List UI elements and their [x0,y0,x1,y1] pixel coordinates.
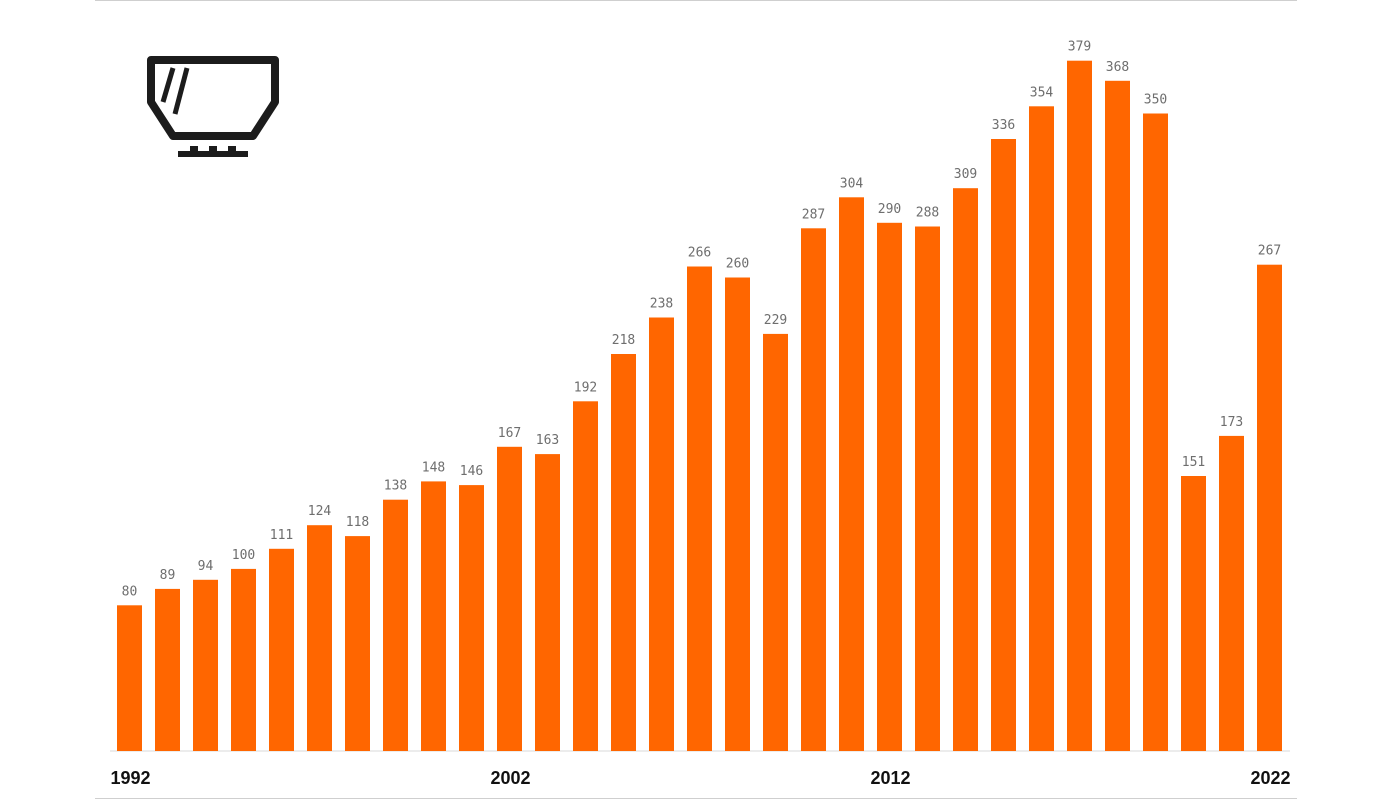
value-label-1997: 124 [308,504,332,519]
value-label-1993: 89 [160,568,176,583]
value-label-2009: 229 [764,313,787,328]
value-label-2013: 288 [916,206,939,221]
value-label-2008: 260 [726,257,749,272]
bar-2006 [649,317,674,751]
bar-2017 [1067,60,1092,751]
value-label-1999: 138 [384,479,407,494]
value-label-2012: 290 [878,202,901,217]
bar-2021 [1219,435,1244,751]
value-label-2006: 238 [650,297,673,312]
value-label-2007: 266 [688,246,711,261]
bar-1996 [269,548,294,751]
bar-1999 [383,499,408,751]
bar-1995 [231,568,256,751]
bar-2004 [573,401,598,751]
value-label-1994: 94 [198,559,214,574]
bottom-divider [95,798,1297,799]
bar-1997 [307,525,332,751]
value-label-1995: 100 [232,548,255,563]
bar-1993 [155,588,180,751]
value-label-1996: 111 [270,528,293,543]
top-divider [95,0,1297,1]
bar-2019 [1143,113,1168,751]
x-tick-label-1992: 1992 [110,768,150,788]
bar-2001 [459,485,484,751]
value-label-2017: 379 [1068,40,1091,55]
value-label-2016: 354 [1030,85,1054,100]
value-label-2003: 163 [536,433,559,448]
bar-2022 [1257,264,1282,751]
x-tick-label-2012: 2012 [870,768,910,788]
value-label-2014: 309 [954,167,977,182]
value-label-2002: 167 [498,426,521,441]
bar-2010 [801,228,826,752]
value-label-2000: 148 [422,460,445,475]
bar-2011 [839,197,864,752]
value-label-2019: 350 [1144,93,1167,108]
value-label-2020: 151 [1182,455,1205,470]
bar-1998 [345,536,370,751]
bar-1994 [193,579,218,751]
value-label-2010: 287 [802,207,825,222]
bar-2012 [877,222,902,752]
x-tick-label-2002: 2002 [490,768,530,788]
bar-2009 [763,333,788,751]
value-label-2015: 336 [992,118,1015,133]
value-label-1992: 80 [122,584,138,599]
value-label-2001: 146 [460,464,483,479]
value-label-2018: 368 [1106,60,1129,75]
bar-2002 [497,446,522,751]
x-tick-label-2022: 2022 [1250,768,1290,788]
bar-2020 [1181,476,1206,751]
value-label-2004: 192 [574,380,597,395]
bar-2018 [1105,80,1130,752]
value-label-2011: 304 [840,176,864,191]
value-label-2022: 267 [1258,244,1281,259]
value-label-1998: 118 [346,515,369,530]
bar-2013 [915,226,940,751]
bar-2016 [1029,106,1054,752]
bar-2003 [535,454,560,751]
bar-2000 [421,481,446,751]
windshield-icon [147,56,279,157]
bar-2008 [725,277,750,751]
bar-1992 [117,605,142,751]
value-label-2005: 218 [612,333,635,348]
bar-2007 [687,266,712,751]
bar-2014 [953,188,978,751]
bar-2005 [611,354,636,751]
bar-2015 [991,139,1016,751]
value-label-2021: 173 [1220,415,1243,430]
